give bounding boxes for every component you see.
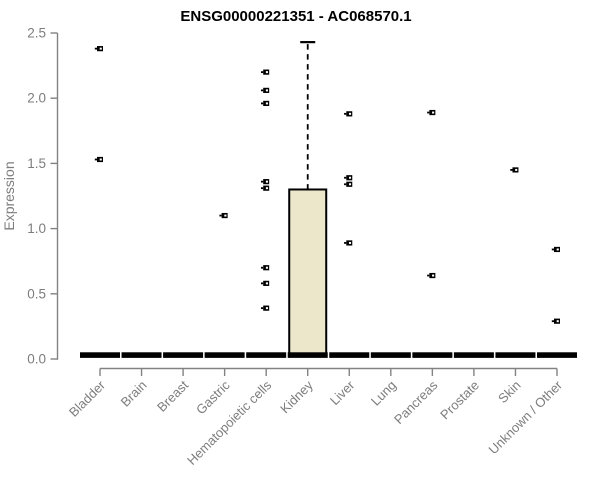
category-label: Pancreas [391,377,441,427]
outlier-point-center [432,111,435,114]
category-label: Unknown / Other [486,377,566,457]
outlier-point-tick [260,102,264,105]
y-tick-label: 0.0 [27,352,46,367]
outlier-point-center [265,282,268,285]
category-label: Bladder [66,377,109,420]
outlier-point-center [556,320,559,323]
median-line [536,352,577,358]
outlier-point-center [265,180,268,183]
category-label: Lung [368,378,399,409]
y-tick-label: 2.5 [27,26,46,41]
median-line [204,352,245,358]
outlier-point-tick [260,180,264,183]
outlier-point-tick [94,47,97,50]
outlier-point-center [432,274,435,277]
median-line [495,352,536,358]
outlier-point-center [265,307,268,310]
outlier-point-tick [260,282,264,285]
category-label: Skin [495,378,523,406]
outlier-point-center [348,183,352,186]
y-tick-label: 1.5 [27,156,46,171]
outlier-point-tick [344,183,347,186]
category-label: Liver [327,377,358,408]
outlier-point-center [224,214,227,217]
outlier-point-tick [427,111,430,114]
category-label: Brain [118,378,150,410]
outlier-point-center [348,112,352,115]
outlier-point-center [556,248,559,251]
category-label: Gastric [193,377,233,417]
median-line [329,352,370,358]
outlier-point-tick [94,158,97,161]
median-line [121,352,162,358]
median-line [246,352,287,358]
outlier-point-tick [344,242,347,244]
outlier-point-center [265,187,268,190]
median-line [287,352,328,358]
outlier-point-tick [510,169,513,171]
outlier-point-tick [344,112,347,115]
median-line [453,352,494,358]
outlier-point-center [348,176,352,179]
outlier-point-tick [260,307,264,310]
category-label: Prostate [437,378,482,423]
outlier-point-center [265,266,268,269]
y-tick-label: 1.0 [27,221,46,236]
outlier-point-tick [260,266,264,269]
category-label: Breast [154,377,191,414]
median-line [163,352,204,358]
outlier-point-center [265,102,268,105]
outlier-point-tick [219,214,222,217]
y-tick-label: 0.5 [27,286,46,301]
median-line [412,352,453,358]
outlier-point-tick [260,187,264,190]
category-label: Kidney [277,377,316,416]
outlier-point-center [99,47,102,50]
outlier-point-tick [551,320,554,323]
chart-title: ENSG00000221351 - AC068570.1 [180,8,412,25]
outlier-point-center [515,168,518,171]
outlier-point-tick [427,274,430,277]
median-line [370,352,411,358]
outlier-point-tick [260,71,264,74]
outlier-point-center [99,158,102,161]
outlier-point-center [348,241,352,244]
outlier-point-center [265,71,268,74]
outlier-point-tick [551,248,554,251]
outlier-point-tick [260,89,264,92]
outlier-point-center [265,89,268,92]
y-tick-label: 2.0 [27,91,46,106]
outlier-point-tick [344,176,347,179]
median-line [80,352,120,358]
box-kidney [288,188,328,357]
